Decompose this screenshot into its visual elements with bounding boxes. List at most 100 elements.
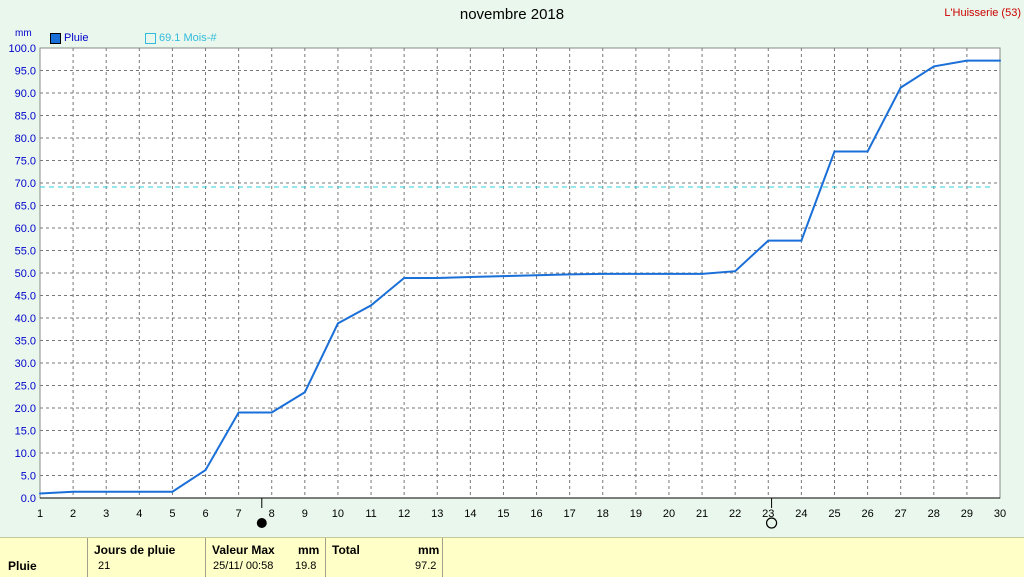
chart-axes	[39, 47, 1001, 499]
chart-marks	[39, 59, 1001, 529]
data-point	[899, 86, 902, 89]
x-tick-label: 25	[828, 508, 840, 520]
x-tick-label: 6	[202, 508, 208, 520]
y-tick-label: 25.0	[15, 381, 36, 393]
table-value-valmax-date: 25/11/ 00:58	[213, 560, 274, 572]
y-tick-label: 35.0	[15, 336, 36, 348]
y-tick-label: 70.0	[15, 178, 36, 190]
data-point	[535, 274, 538, 277]
data-point	[469, 276, 472, 279]
table-cell-total: Total mm 97.2	[325, 538, 442, 577]
series-line-pluie	[39, 59, 1000, 495]
station-name: L'Huisserie (53)	[944, 7, 1021, 19]
x-tick-label: 17	[564, 508, 576, 520]
data-point	[237, 411, 240, 414]
y-tick-label: 40.0	[15, 313, 36, 325]
x-tick-label: 12	[398, 508, 410, 520]
data-point	[39, 492, 41, 495]
legend-reference: 69.1 Mois-#	[145, 32, 216, 44]
chart-ticks: 0.0 5.0 10.0 15.0 20.0 25.0 30.0 35.0 40.0 45.0 50…	[8, 43, 1006, 520]
data-point	[171, 490, 174, 493]
y-tick-label: 75.0	[15, 156, 36, 168]
data-point	[800, 239, 803, 242]
x-tick-label: 5	[169, 508, 175, 520]
data-point	[965, 59, 968, 62]
x-tick-label: 18	[597, 508, 609, 520]
x-tick-label: 11	[365, 508, 376, 520]
summary-table: Pluie Jours de pluie 21 Valeur Max mm 25…	[0, 537, 1024, 577]
data-point	[767, 239, 770, 242]
data-point	[270, 411, 273, 414]
x-tick-label: 20	[663, 508, 675, 520]
legend-reference-label: 69.1 Mois-#	[159, 32, 217, 44]
x-tick-label: 1	[37, 508, 43, 520]
x-tick-label: 15	[497, 508, 509, 520]
y-tick-label: 85.0	[15, 111, 36, 123]
legend-series: Pluie	[50, 32, 88, 44]
y-tick-label: 20.0	[15, 403, 36, 415]
data-point	[336, 322, 339, 325]
y-tick-label: 100.0	[8, 43, 36, 55]
data-point	[138, 490, 141, 493]
table-header-jours: Jours de pluie	[94, 543, 176, 557]
x-tick-label: 27	[895, 508, 907, 520]
y-axis-unit: mm	[15, 28, 32, 39]
data-point	[568, 273, 571, 276]
x-tick-label: 22	[729, 508, 741, 520]
x-tick-label: 30	[994, 508, 1006, 520]
table-cell-jours: Jours de pluie 21	[87, 538, 205, 577]
x-tick-label: 10	[332, 508, 344, 520]
table-cell-valmax: Valeur Max mm 25/11/ 00:58 19.8	[205, 538, 325, 577]
y-tick-label: 45.0	[15, 291, 36, 303]
x-tick-label: 13	[431, 508, 443, 520]
y-tick-label: 15.0	[15, 426, 36, 438]
data-point	[667, 272, 670, 275]
data-point	[403, 276, 406, 279]
full-moon-icon	[765, 517, 778, 529]
x-tick-label: 21	[696, 508, 708, 520]
table-cell-empty	[442, 538, 1024, 577]
data-point	[999, 59, 1001, 62]
x-tick-label: 9	[302, 508, 308, 520]
data-point	[105, 490, 108, 493]
y-tick-label: 80.0	[15, 133, 36, 145]
legend-series-label: Pluie	[64, 32, 89, 44]
x-tick-label: 8	[269, 508, 275, 520]
data-point	[734, 270, 737, 273]
y-tick-label: 5.0	[21, 471, 36, 483]
y-tick-label: 65.0	[15, 201, 36, 213]
y-tick-label: 95.0	[15, 66, 36, 78]
data-point	[601, 272, 604, 275]
x-tick-label: 14	[464, 508, 476, 520]
data-point	[436, 276, 439, 279]
x-tick-label: 4	[136, 508, 142, 520]
y-tick-label: 50.0	[15, 268, 36, 280]
new-moon-icon	[256, 518, 267, 528]
x-tick-label: 26	[861, 508, 873, 520]
chart-title: novembre 2018	[459, 6, 565, 23]
rain-chart: 0.0 5.0 10.0 15.0 20.0 25.0 30.0 35.0 40.0 45.0 50…	[8, 43, 1006, 529]
table-header-total: Total	[332, 543, 360, 557]
table-header-total-unit: mm	[418, 543, 440, 557]
x-tick-label: 3	[103, 508, 109, 520]
y-tick-label: 55.0	[15, 246, 36, 258]
y-tick-label: 0.0	[21, 493, 36, 505]
y-tick-label: 10.0	[15, 448, 36, 460]
data-point	[701, 272, 704, 275]
data-point	[634, 272, 637, 275]
y-tick-label: 90.0	[15, 88, 36, 100]
table-row-label: Pluie	[8, 559, 37, 573]
data-point	[833, 150, 836, 153]
data-point	[303, 391, 306, 394]
table-value-valmax: 19.8	[295, 560, 317, 572]
x-tick-label: 23	[762, 508, 774, 520]
x-tick-label: 24	[795, 508, 807, 520]
x-tick-label: 16	[530, 508, 542, 520]
data-point	[502, 275, 505, 278]
x-tick-label: 29	[961, 508, 973, 520]
data-point	[370, 304, 373, 307]
data-point	[204, 469, 207, 472]
data-point	[932, 65, 935, 68]
x-tick-label: 2	[70, 508, 76, 520]
table-header-valmax-unit: mm	[298, 543, 320, 557]
